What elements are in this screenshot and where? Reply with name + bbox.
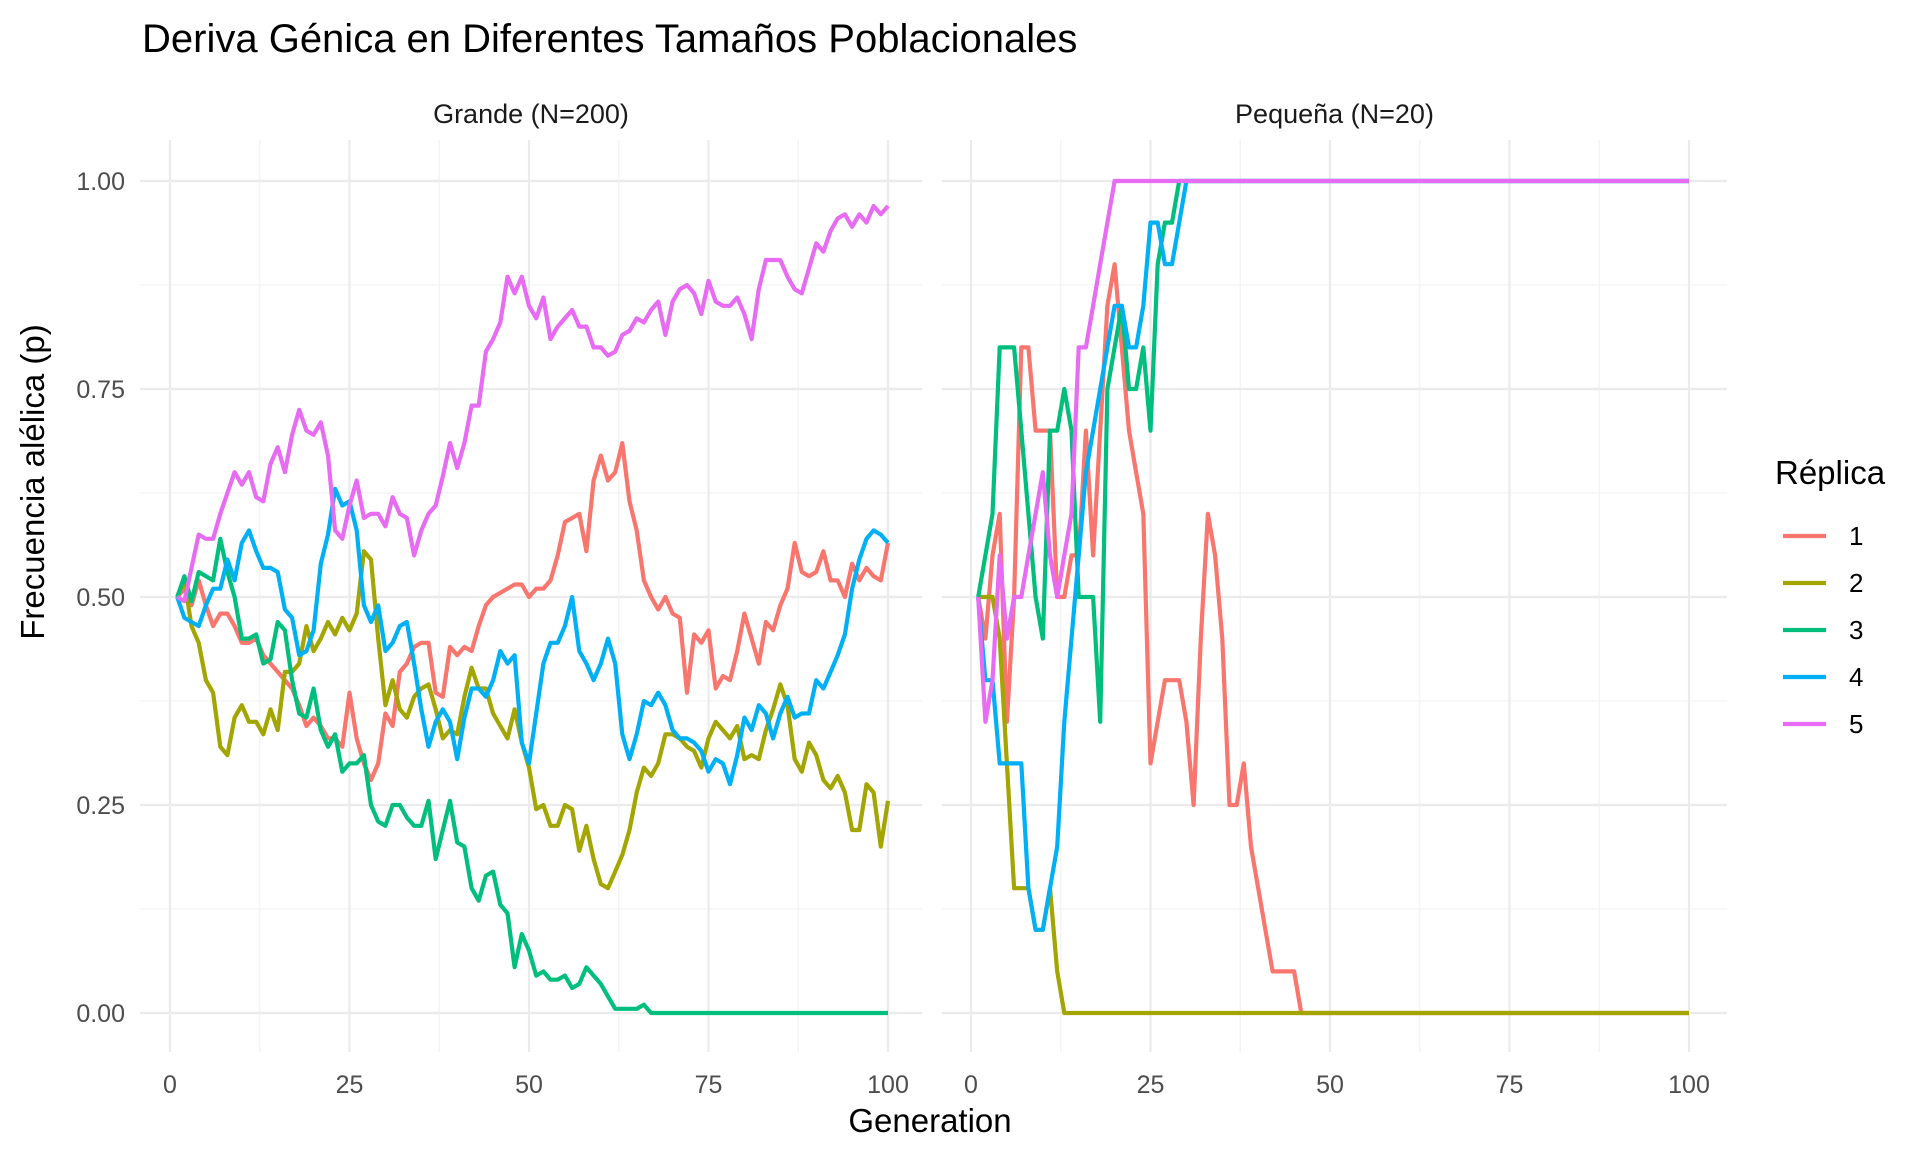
- y-tick-label: 1.00: [76, 168, 125, 196]
- x-tick-label: 75: [695, 1071, 723, 1099]
- y-tick-label: 0.75: [76, 376, 125, 404]
- facet-panel-1: Grande (N=200) 0 25 50 75 100 0.00 0.25 0.50 0.75…: [76, 99, 922, 1099]
- legend-label: 2: [1849, 568, 1863, 598]
- legend-label: 4: [1849, 662, 1863, 692]
- x-tick-label: 50: [1316, 1071, 1344, 1099]
- legend-item-3: 3: [1783, 615, 1863, 645]
- x-tick-label: 75: [1496, 1071, 1524, 1099]
- series-line-replica-5: [176, 203, 890, 604]
- x-tick-label: 0: [163, 1071, 177, 1099]
- legend: Réplica 1 2 3 4 5: [1775, 454, 1886, 739]
- series-line-replica-3: [175, 536, 888, 1016]
- legend-label: 3: [1849, 615, 1863, 645]
- legend-label: 1: [1849, 521, 1863, 551]
- y-tick-label: 0.50: [76, 584, 125, 612]
- x-axis-title: Generation: [848, 1102, 1011, 1139]
- panels-group: Grande (N=200) 0 25 50 75 100 0.00 0.25 0.50 0.75…: [76, 99, 1727, 1099]
- x-tick-label: 25: [336, 1071, 364, 1099]
- y-tick-label: 0.25: [76, 792, 125, 820]
- y-axis-title: Frecuencia alélica (p): [14, 324, 51, 639]
- legend-item-1: 1: [1783, 521, 1863, 551]
- x-tick-label: 0: [964, 1071, 978, 1099]
- series-line-replica-1: [976, 262, 1689, 1016]
- legend-label: 5: [1849, 709, 1863, 739]
- facet-strip-label: Grande (N=200): [433, 99, 629, 129]
- series-line-replica-5: [976, 178, 1689, 724]
- x-tick-label: 50: [515, 1071, 543, 1099]
- legend-item-4: 4: [1783, 662, 1863, 692]
- legend-item-5: 5: [1783, 709, 1863, 739]
- x-tick-label: 100: [867, 1071, 909, 1099]
- x-tick-label: 100: [1668, 1071, 1710, 1099]
- series-line-replica-4: [175, 486, 890, 787]
- series-line-replica-2: [978, 594, 1689, 1016]
- facet-strip-label: Pequeña (N=20): [1235, 99, 1434, 129]
- y-tick-label: 0.00: [76, 1000, 125, 1028]
- x-tick-label: 25: [1137, 1071, 1165, 1099]
- legend-item-2: 2: [1783, 568, 1863, 598]
- chart-title: Deriva Génica en Diferentes Tamaños Pobl…: [142, 17, 1077, 61]
- legend-title: Réplica: [1775, 454, 1886, 491]
- facet-panel-2: Pequeña (N=20) 0 25 50 75 100: [942, 99, 1727, 1099]
